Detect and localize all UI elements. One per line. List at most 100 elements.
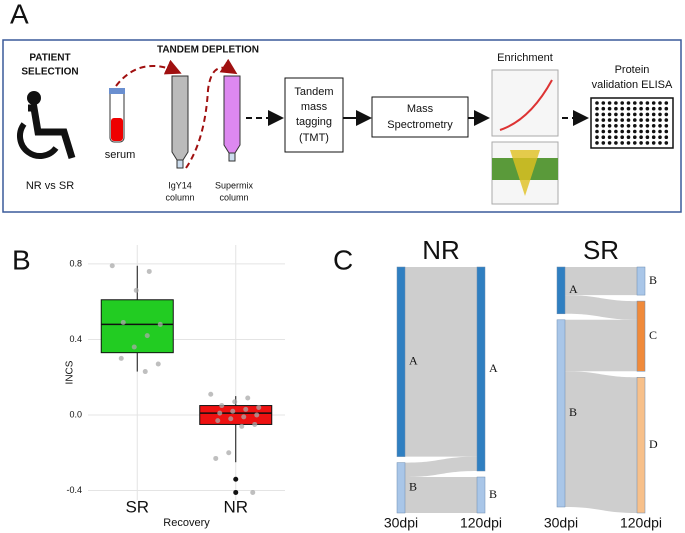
- node-label: C: [649, 328, 657, 342]
- text: PATIENT: [29, 53, 70, 64]
- well: [664, 112, 669, 117]
- well: [626, 141, 631, 145]
- well: [639, 124, 643, 128]
- well: [620, 135, 624, 139]
- y-tick-label: 0.8: [69, 258, 82, 268]
- text: serum: [105, 149, 136, 161]
- well: [658, 118, 662, 122]
- tip: [228, 152, 236, 162]
- well: [601, 135, 606, 139]
- well: [614, 129, 618, 134]
- text: IgY14: [168, 180, 192, 190]
- plot-line: [499, 79, 553, 131]
- well: [664, 118, 669, 122]
- well: [645, 118, 650, 122]
- node-label: B: [409, 480, 417, 494]
- well: [639, 112, 643, 117]
- well: [639, 101, 643, 105]
- text: Tandem: [294, 86, 333, 98]
- point: [254, 412, 260, 418]
- point: [208, 391, 214, 397]
- node: [396, 462, 406, 514]
- well: [595, 112, 599, 117]
- panel-label: B: [12, 244, 31, 275]
- well: [620, 112, 624, 117]
- node: [476, 476, 486, 514]
- well: [651, 124, 656, 128]
- well: [626, 101, 631, 105]
- igy14-column: [171, 75, 189, 161]
- x-tick-label: NR: [223, 497, 248, 516]
- well: [633, 112, 637, 117]
- well: [645, 106, 650, 111]
- text: mass: [301, 101, 328, 113]
- well: [658, 141, 662, 145]
- text: NR vs SR: [26, 180, 74, 192]
- well: [607, 106, 612, 111]
- point: [120, 319, 126, 325]
- well: [651, 129, 656, 134]
- text: column: [219, 192, 248, 202]
- point: [131, 344, 137, 350]
- cap: [109, 88, 125, 94]
- point: [109, 263, 115, 269]
- well: [620, 101, 624, 105]
- well: [595, 141, 599, 145]
- well: [626, 129, 631, 134]
- well: [651, 112, 656, 117]
- point: [226, 450, 232, 456]
- well: [645, 135, 650, 139]
- panel-frame: [2, 39, 682, 213]
- well: [595, 124, 599, 128]
- well: [645, 101, 650, 105]
- node-label: A: [569, 282, 578, 296]
- elisa-plate: [590, 97, 674, 149]
- well: [664, 101, 669, 105]
- well: [626, 112, 631, 117]
- text: validation ELISA: [592, 79, 673, 91]
- point: [239, 423, 245, 429]
- well: [664, 141, 669, 145]
- node: [636, 300, 646, 372]
- well: [607, 124, 612, 128]
- arrow: [185, 58, 238, 169]
- well: [633, 129, 637, 134]
- flow: [405, 456, 477, 477]
- y-tick-label: 0.0: [69, 409, 82, 419]
- well: [651, 135, 656, 139]
- flow: [405, 267, 477, 457]
- flow: [565, 267, 637, 296]
- text: SELECTION: [21, 67, 78, 78]
- well: [658, 101, 662, 105]
- point: [252, 421, 258, 427]
- well: [614, 141, 618, 145]
- node: [396, 266, 406, 457]
- well: [626, 106, 631, 111]
- well: [614, 112, 618, 117]
- well: [620, 141, 624, 145]
- node-label: B: [649, 273, 657, 287]
- well: [601, 141, 606, 145]
- well: [595, 101, 599, 105]
- arrow: [115, 59, 182, 87]
- well: [601, 124, 606, 128]
- well: [639, 129, 643, 134]
- node: [476, 266, 486, 472]
- well: [639, 106, 643, 111]
- node-label: B: [489, 487, 497, 501]
- tmt-box: [284, 77, 344, 153]
- well: [595, 135, 599, 139]
- well: [620, 129, 624, 134]
- well: [651, 106, 656, 111]
- point: [241, 414, 247, 420]
- point: [232, 399, 238, 405]
- point: [228, 416, 234, 422]
- well: [607, 112, 612, 117]
- point: [118, 355, 124, 361]
- serum: [111, 118, 123, 141]
- well: [639, 135, 643, 139]
- well: [620, 106, 624, 111]
- text: tagging: [296, 116, 332, 128]
- well: [614, 124, 618, 128]
